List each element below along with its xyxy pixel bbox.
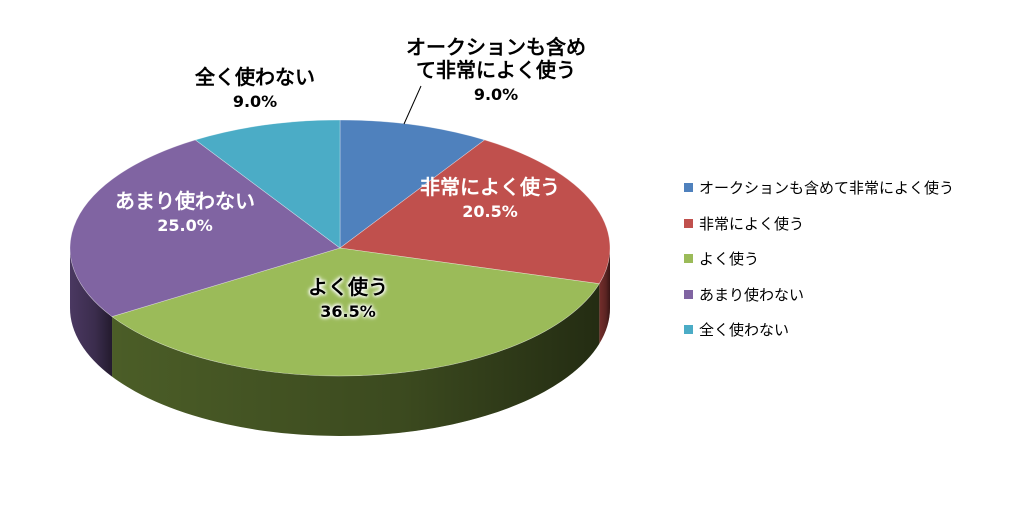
legend-swatch-often <box>684 254 693 264</box>
legend-label-often: よく使う <box>699 250 760 269</box>
legend: オークションも含めて非常によく使う 非常によく使う よく使う あまり使わない 全… <box>684 170 954 348</box>
legend-swatch-rarely <box>684 289 693 299</box>
legend-item-often: よく使う <box>684 241 954 277</box>
legend-swatch-very-often <box>684 218 693 228</box>
data-label-often-value: 36.5% <box>320 302 376 321</box>
data-label-never-value: 9.0% <box>232 92 278 111</box>
pie-side-shade-often <box>112 283 600 436</box>
data-label-auction-line1: オークションも含め <box>406 35 586 59</box>
legend-label-auction: オークションも含めて非常によく使う <box>699 179 955 198</box>
pie-slice-rarely <box>69 139 341 317</box>
legend-label-rarely: あまり使わない <box>699 285 805 304</box>
data-label-auction-line2: て非常によく使う <box>416 58 576 82</box>
data-label-rarely: あまり使わない 25.0% <box>95 190 275 235</box>
leader-line <box>403 85 422 125</box>
pie-slice-auction <box>339 119 486 249</box>
legend-label-never: 全く使わない <box>699 321 790 340</box>
data-label-rarely-category: あまり使わない <box>115 189 255 213</box>
data-label-never-category: 全く使わない <box>195 65 315 89</box>
legend-swatch-auction <box>684 183 693 193</box>
pie-side-shade-rarely <box>70 248 113 377</box>
legend-swatch-never <box>684 325 693 335</box>
legend-item-never: 全く使わない <box>684 312 954 348</box>
pie-slice-never <box>194 119 341 249</box>
data-label-often: よく使う 36.5% <box>278 276 418 321</box>
data-label-auction: オークションも含め て非常によく使う 9.0% <box>392 36 600 104</box>
data-label-often-category: よく使う <box>308 275 388 299</box>
legend-item-auction: オークションも含めて非常によく使う <box>684 170 954 206</box>
legend-label-very-often: 非常によく使う <box>699 214 805 233</box>
pie-side-shade-very-often <box>599 248 610 344</box>
legend-item-very-often: 非常によく使う <box>684 206 954 242</box>
data-label-very-often-category: 非常によく使う <box>420 175 560 199</box>
legend-item-rarely: あまり使わない <box>684 277 954 313</box>
data-label-very-often: 非常によく使う 20.5% <box>400 176 580 221</box>
data-label-auction-value: 9.0% <box>473 85 519 104</box>
pie-slice-very-often <box>339 139 611 285</box>
data-label-rarely-value: 25.0% <box>157 216 213 235</box>
data-label-never: 全く使わない 9.0% <box>185 66 325 111</box>
data-label-very-often-value: 20.5% <box>462 202 518 221</box>
